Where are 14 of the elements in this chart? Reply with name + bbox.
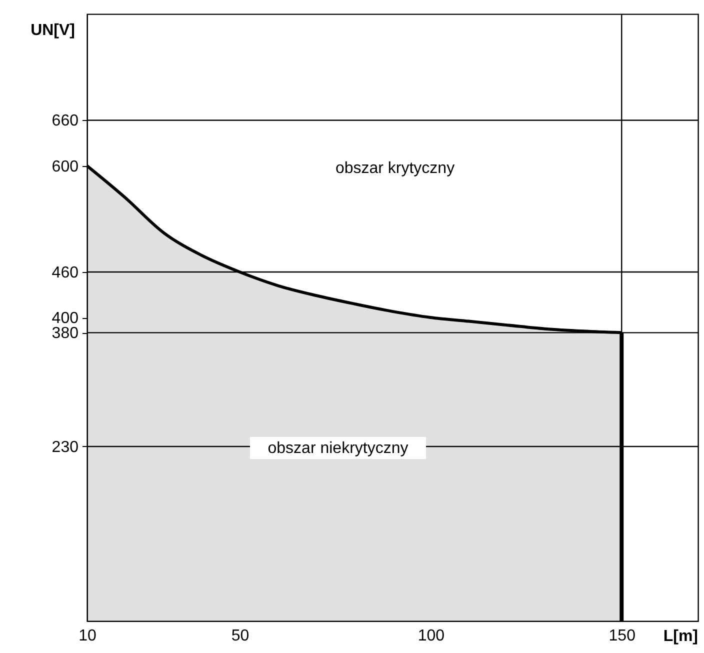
y-tick-label: 600: [52, 158, 79, 176]
annotation: obszar niekrytyczny: [268, 440, 408, 457]
y-tick-label: 380: [52, 325, 79, 342]
x-tick-label: 50: [231, 628, 250, 644]
x-tick-label: 150: [608, 628, 636, 644]
y-tick-label: 460: [52, 264, 79, 282]
x-axis-title: L[m]: [663, 628, 698, 645]
x-tick-label: 10: [78, 628, 96, 644]
annotation: obszar krytyczny: [335, 160, 455, 177]
y-axis-title: UN[V]: [30, 22, 75, 39]
y-tick-label: 660: [52, 112, 79, 130]
y-tick-label: 400: [52, 310, 79, 327]
x-tick-label: 100: [418, 628, 445, 644]
y-tick-label: 230: [52, 438, 79, 456]
